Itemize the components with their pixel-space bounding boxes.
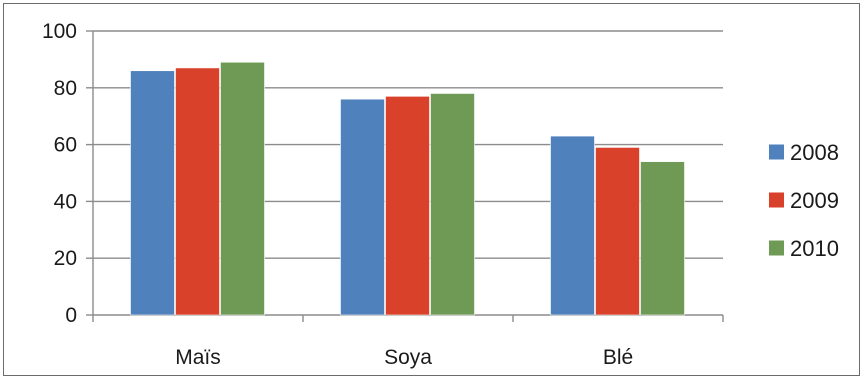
y-tick-label: 80	[54, 77, 77, 100]
legend-label-2010: 2010	[790, 236, 839, 261]
y-tick-label: 0	[65, 304, 77, 327]
y-tick-label: 20	[54, 247, 77, 270]
y-tick-label: 40	[54, 190, 77, 213]
x-tick-label: Soya	[384, 346, 432, 369]
legend-swatch-2010	[769, 240, 784, 256]
bar-2009-1	[385, 96, 430, 316]
bar-2009-0	[175, 67, 220, 316]
bars	[130, 61, 685, 316]
bar-2010-0	[220, 61, 265, 316]
x-tick-labels: Maïs Soya Blé	[175, 346, 633, 369]
y-tick-labels: 0 20 40 60 80 100	[42, 20, 77, 327]
bar-2010-1	[430, 93, 475, 316]
bar-2008-0	[130, 70, 175, 316]
legend-label-2009: 2009	[790, 188, 839, 213]
bar-2008-1	[340, 98, 385, 316]
bar-2009-2	[595, 147, 640, 316]
bar-2008-2	[550, 135, 595, 316]
x-tick-label: Maïs	[175, 346, 221, 369]
legend-swatch-2008	[769, 144, 784, 160]
y-tick-label: 60	[54, 134, 77, 157]
y-tick-label: 100	[42, 20, 77, 43]
x-tick-label: Blé	[603, 346, 633, 369]
legend-label-2008: 2008	[790, 140, 839, 165]
bar-2010-2	[640, 161, 685, 316]
legend: 2008 2009 2010	[769, 140, 839, 261]
legend-swatch-2009	[769, 192, 784, 208]
